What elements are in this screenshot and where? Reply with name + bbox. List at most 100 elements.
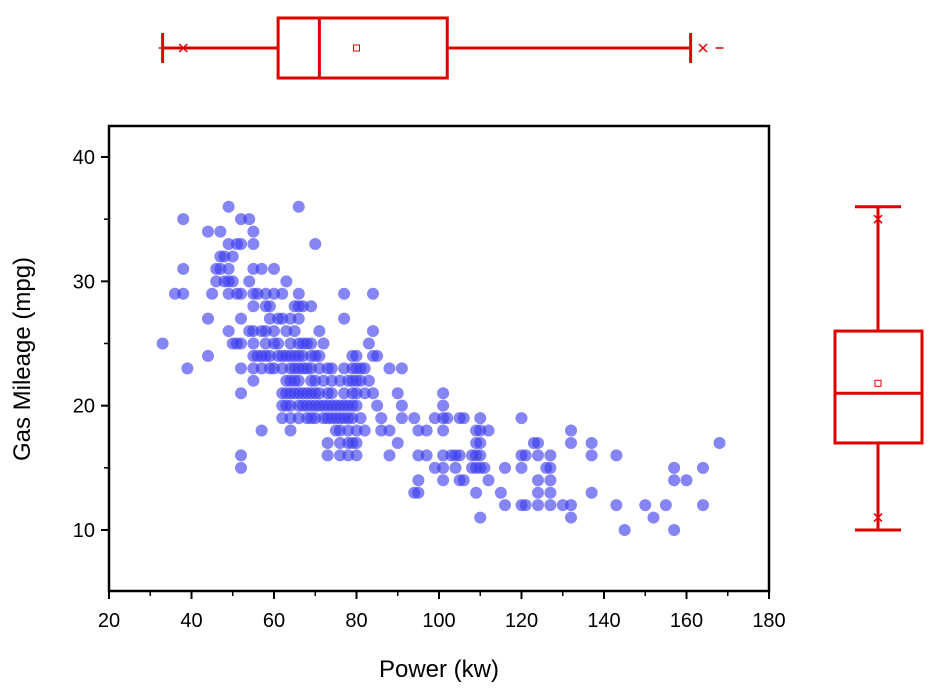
data-point-169: [338, 312, 351, 325]
data-point-73: [272, 337, 285, 350]
data-point-154: [325, 362, 338, 375]
right-box-mean: [874, 379, 882, 387]
data-point-12: [214, 225, 227, 238]
x-tick-label-20: 20: [98, 610, 120, 632]
data-point-264: [515, 412, 528, 425]
data-point-15: [218, 250, 231, 263]
data-point-198: [358, 424, 371, 437]
data-point-302: [713, 436, 726, 449]
data-point-239: [449, 461, 462, 474]
data-point-207: [371, 349, 384, 362]
data-point-285: [565, 499, 577, 512]
data-point-78: [276, 362, 289, 375]
data-point-217: [395, 399, 408, 412]
data-point-7: [202, 312, 214, 325]
data-point-4: [177, 287, 190, 300]
data-point-279: [544, 474, 557, 487]
y-tick-label-10: 10: [73, 520, 95, 542]
data-point-9: [206, 287, 219, 300]
data-point-281: [544, 499, 557, 512]
data-point-229: [437, 387, 450, 400]
data-point-213: [383, 449, 396, 462]
scatter-points: [156, 200, 726, 536]
data-point-232: [437, 424, 450, 437]
data-point-114: [296, 300, 309, 313]
top-box-iqr: [276, 16, 449, 80]
data-point-203: [367, 287, 379, 300]
x-tick-label-140: 140: [587, 610, 620, 632]
data-point-283: [565, 424, 577, 437]
right-box-iqr: [833, 329, 924, 445]
data-point-68: [268, 287, 280, 300]
x-axis: 20 40 60 80 100 120 140 160 180: [98, 591, 786, 632]
data-point-88: [284, 312, 297, 325]
data-point-1: [169, 287, 181, 300]
x-axis-label: Power (kw): [379, 656, 499, 683]
data-point-94: [284, 399, 297, 412]
data-point-64: [263, 312, 276, 325]
data-point-287: [585, 436, 598, 449]
data-point-135: [309, 374, 322, 387]
data-point-34: [235, 362, 247, 375]
data-point-295: [659, 499, 672, 512]
data-point-289: [585, 486, 598, 499]
data-point-300: [697, 461, 709, 474]
data-point-133: [309, 238, 322, 251]
data-point-278: [544, 461, 557, 474]
data-point-241: [453, 449, 466, 462]
data-point-110: [292, 374, 305, 387]
data-point-35: [235, 387, 247, 400]
data-point-106: [292, 312, 305, 325]
data-point-297: [668, 474, 681, 487]
data-point-67: [268, 262, 280, 275]
data-point-21: [222, 287, 235, 300]
data-point-224: [412, 486, 425, 499]
data-point-17: [222, 200, 235, 213]
data-point-63: [263, 300, 276, 313]
data-point-268: [519, 449, 532, 462]
data-point-292: [618, 524, 631, 536]
data-point-46: [247, 325, 260, 338]
x-tick-label-160: 160: [670, 610, 703, 632]
data-point-31: [235, 287, 247, 300]
data-point-301: [697, 499, 709, 512]
data-point-145: [317, 374, 330, 387]
data-point-65: [263, 349, 276, 362]
data-point-113: [292, 412, 305, 425]
data-point-96: [284, 424, 297, 437]
data-point-36: [235, 449, 247, 462]
data-point-199: [358, 362, 371, 375]
data-point-168: [338, 287, 351, 300]
x-tick-label-80: 80: [345, 610, 367, 632]
data-point-39: [243, 275, 256, 288]
data-point-19: [222, 262, 235, 275]
data-point-37: [235, 461, 247, 474]
data-point-187: [350, 349, 363, 362]
right-box-p99-marker-b: [873, 214, 883, 224]
data-point-253: [474, 424, 487, 437]
data-point-116: [296, 349, 309, 362]
data-point-290: [610, 449, 623, 462]
data-point-103: [292, 200, 305, 213]
data-point-257: [474, 511, 487, 524]
data-point-284: [565, 436, 577, 449]
data-point-11: [210, 275, 223, 288]
top-box-p1-marker-b: [178, 43, 188, 53]
data-point-57: [255, 424, 268, 437]
data-point-225: [420, 424, 433, 437]
y-tick-label-30: 30: [73, 271, 95, 293]
data-point-69: [268, 325, 280, 338]
data-point-263: [499, 499, 511, 512]
data-point-141: [313, 362, 326, 375]
data-point-212: [383, 424, 396, 437]
y-axis: 10 20 30 40: [73, 147, 109, 542]
data-point-83: [280, 325, 293, 338]
y-axis-label: Gas Mileage (mpg): [9, 257, 36, 461]
data-point-155: [325, 374, 338, 387]
data-point-23: [226, 250, 239, 263]
data-point-2: [177, 213, 190, 226]
data-point-286: [565, 511, 577, 524]
y-tick-label-20: 20: [73, 396, 95, 418]
